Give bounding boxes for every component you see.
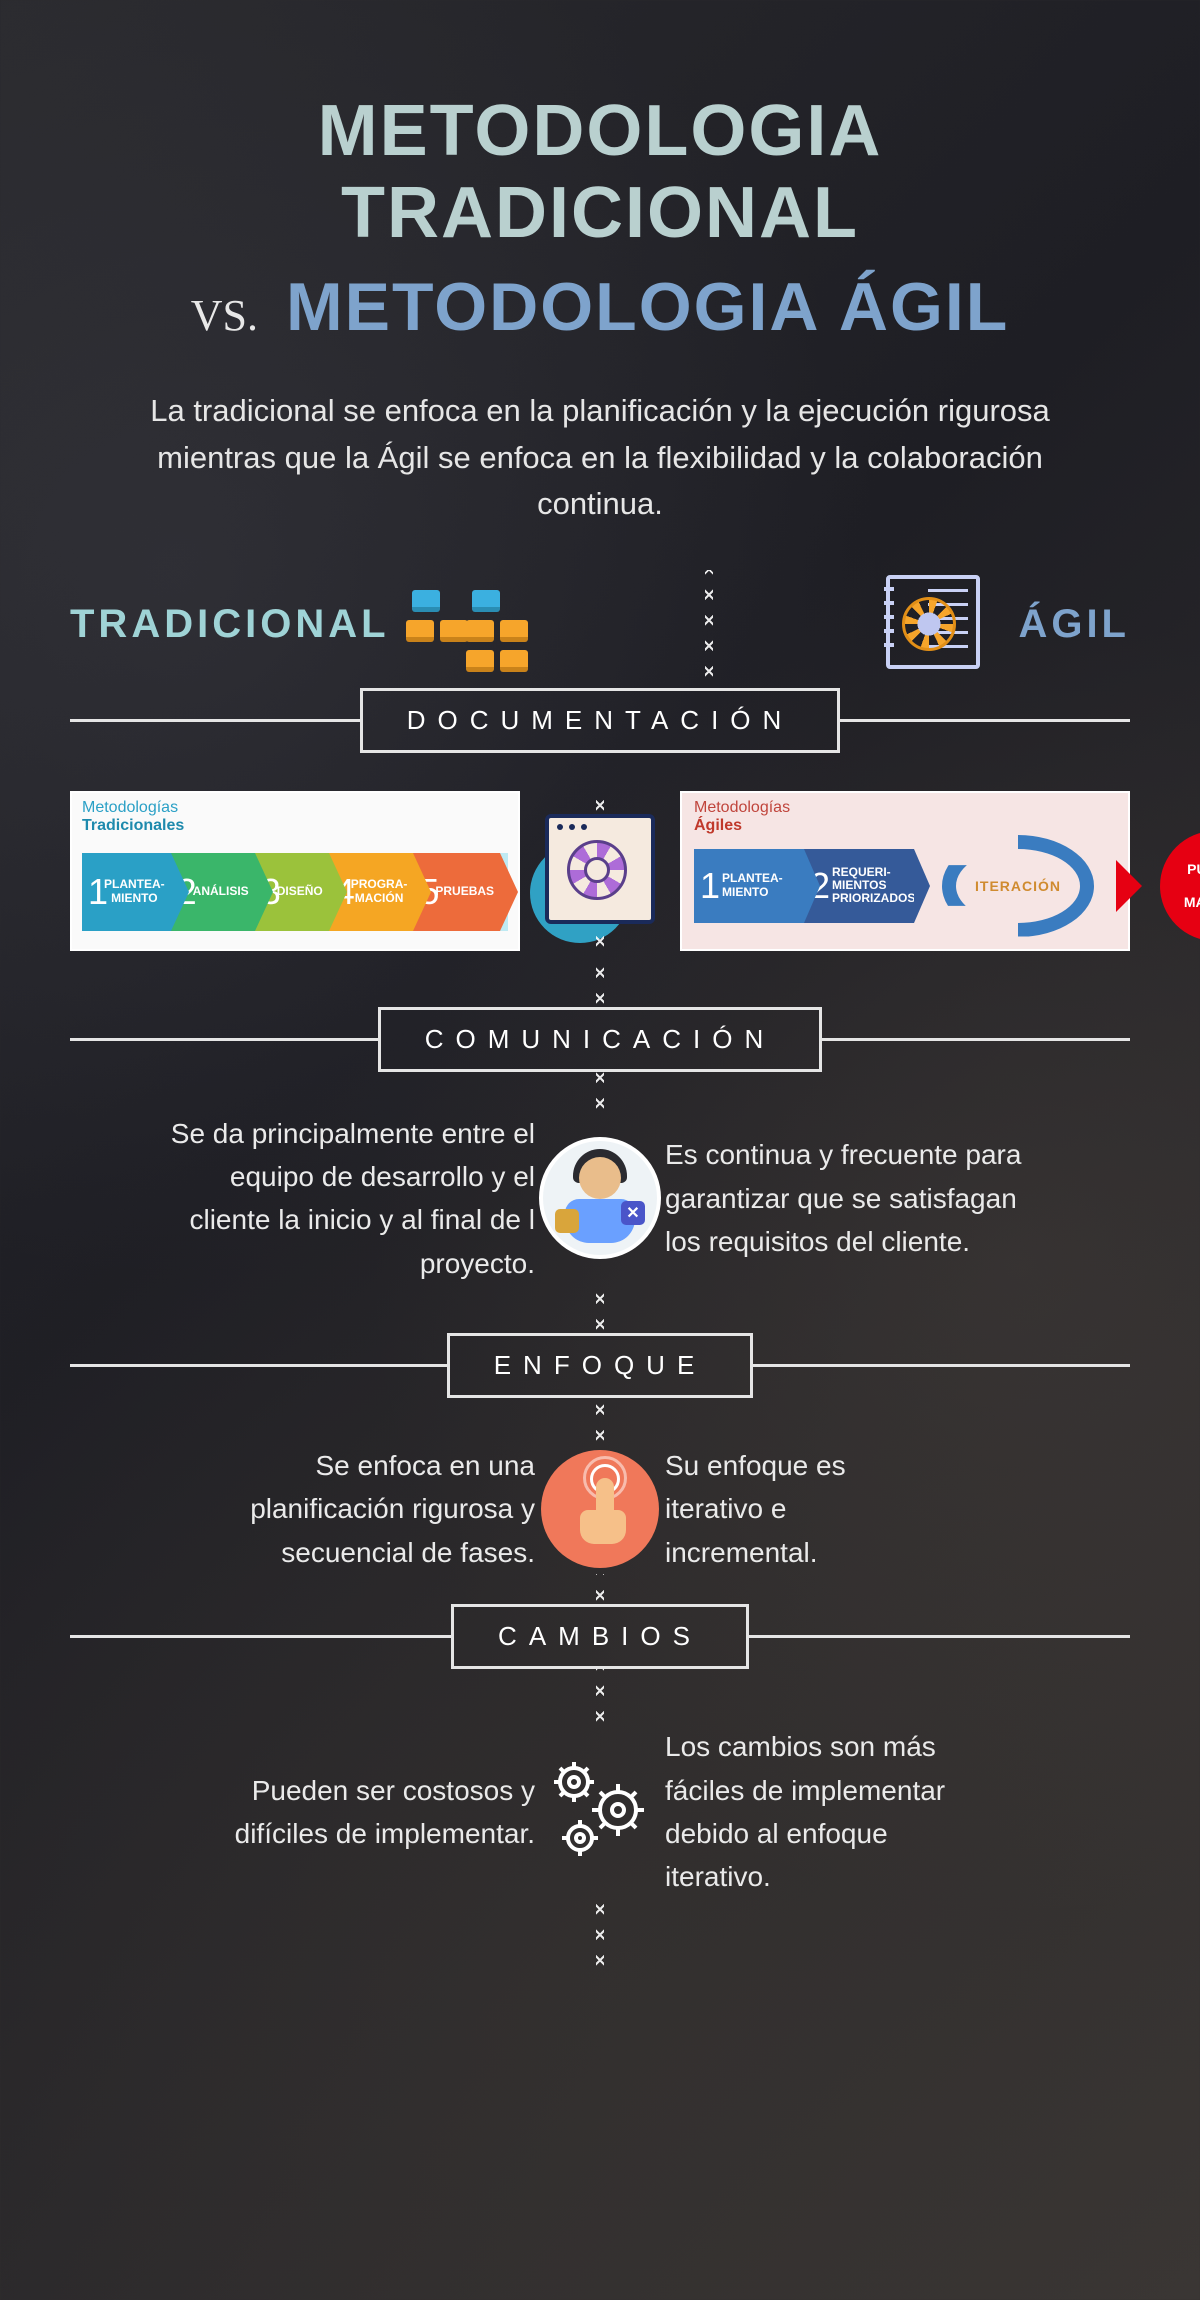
vs-label: VS. <box>191 290 258 341</box>
section-comunicacion: COMUNICACIÓN <box>70 1007 1130 1072</box>
title-agile: METODOLOGIA ÁGIL <box>286 268 1009 346</box>
agile-doc-gear-icon <box>886 575 996 675</box>
traditional-flow-icon <box>412 580 532 670</box>
touch-icon <box>541 1450 659 1568</box>
section-documentacion: DOCUMENTACIÓN <box>70 688 1130 753</box>
cambios-traditional: Pueden ser costosos y difíciles de imple… <box>215 1769 535 1856</box>
comunicacion-agile: Es continua y frecuente para garantizar … <box>665 1133 1045 1263</box>
title-traditional: METODOLOGIA TRADICIONAL <box>70 90 1130 254</box>
trad-process-hdr1: Metodologías <box>82 799 178 816</box>
cambios-agile: Los cambios son más fáciles de implement… <box>665 1725 985 1899</box>
traditional-process-diagram: Metodologías Tradicionales 1PLANTEA-MIEN… <box>70 791 520 951</box>
agil-process-hdr1: Metodologías <box>694 799 790 816</box>
section-label-enfoque: ENFOQUE <box>447 1333 754 1398</box>
gear-window-icon <box>545 814 655 924</box>
agile-process-diagram: Metodologías Ágiles 1PLANTEA-MIENTO2REQU… <box>680 791 1130 951</box>
row-enfoque: Se enfoca en una planificación rigurosa … <box>70 1444 1130 1574</box>
row-documentacion: Metodologías Tradicionales 1PLANTEA-MIEN… <box>70 791 1130 951</box>
agil-step: 2REQUERI-MIENTOSPRIORIZADOS <box>804 849 914 923</box>
enfoque-traditional: Se enfoca en una planificación rigurosa … <box>235 1444 535 1574</box>
agil-iteration-icon: ITERACIÓN <box>938 831 1098 941</box>
row-comunicacion: Se da principalmente entre el equipo de … <box>70 1112 1130 1286</box>
intro-text: La tradicional se enfoca en la planifica… <box>135 388 1065 528</box>
gears-icon <box>540 1752 660 1872</box>
section-label-cambios: CAMBIOS <box>451 1604 749 1669</box>
agil-step: 1PLANTEA-MIENTO <box>694 849 804 923</box>
col-head-traditional: TRADICIONAL <box>70 602 390 647</box>
agil-go-circle: PUESTAENMARCHA <box>1160 831 1200 941</box>
col-head-agile: ÁGIL <box>1018 602 1130 647</box>
comunicacion-traditional: Se da principalmente entre el equipo de … <box>155 1112 535 1286</box>
trad-process-hdr2: Tradicionales <box>82 817 184 835</box>
section-enfoque: ENFOQUE <box>70 1333 1130 1398</box>
avatar-icon: ✕ <box>539 1137 661 1259</box>
section-label-documentacion: DOCUMENTACIÓN <box>360 688 841 753</box>
row-cambios: Pueden ser costosos y difíciles de imple… <box>70 1725 1130 1899</box>
section-label-comunicacion: COMUNICACIÓN <box>378 1007 823 1072</box>
title-row-2: VS. METODOLOGIA ÁGIL <box>70 268 1130 346</box>
agil-process-hdr2: Ágiles <box>694 817 790 835</box>
section-cambios: CAMBIOS <box>70 1604 1130 1669</box>
trad-step: 1PLANTEA-MIENTO <box>82 853 171 931</box>
enfoque-agile: Su enfoque es iterativo e incremental. <box>665 1444 925 1574</box>
column-headers: TRADICIONAL ÁGIL <box>70 570 1130 680</box>
agil-chevron-icon <box>1116 860 1142 912</box>
